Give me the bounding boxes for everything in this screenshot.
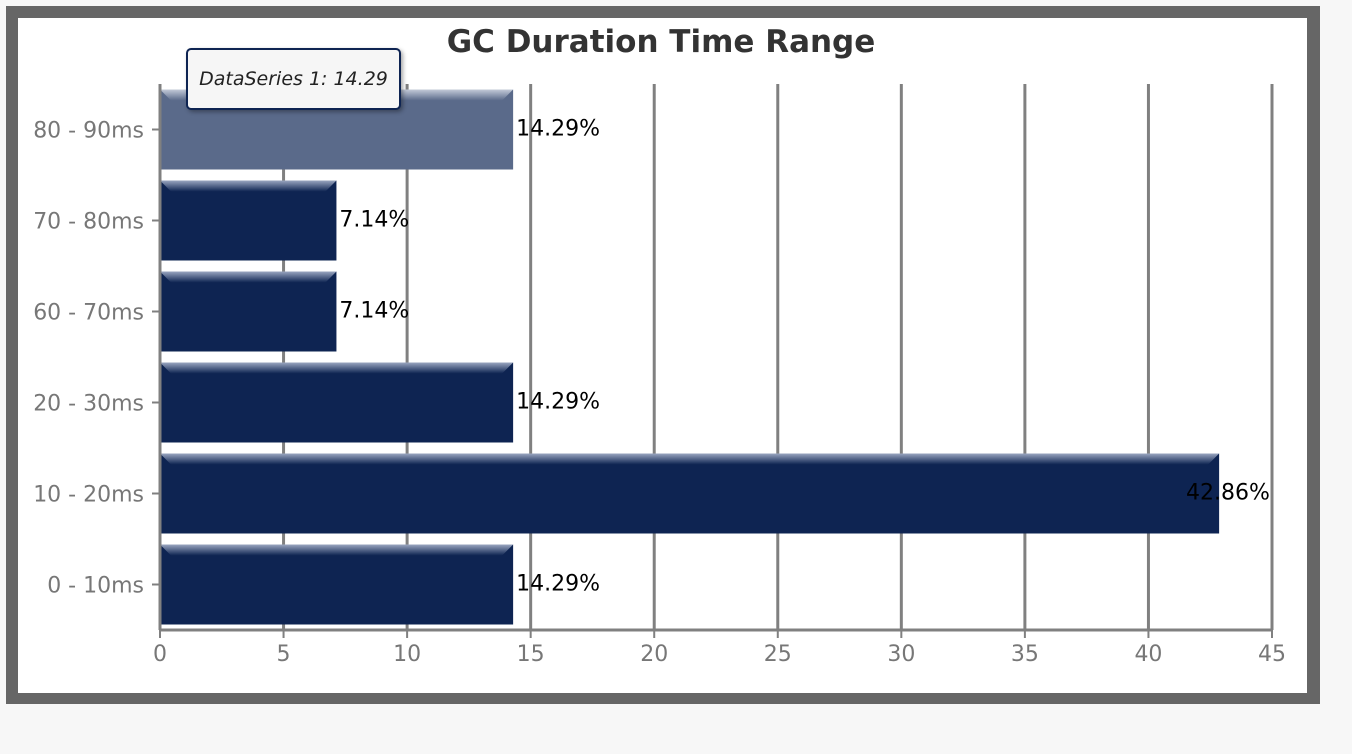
- chart-title: GC Duration Time Range: [447, 24, 876, 60]
- bars: [160, 89, 1220, 625]
- bar-bevel: [160, 362, 514, 374]
- category-label: 0 - 10ms: [47, 574, 144, 599]
- bar[interactable]: [160, 453, 1220, 534]
- bar-bevel: [160, 271, 337, 283]
- category-label: 20 - 30ms: [33, 392, 144, 417]
- x-tick-label: 40: [1134, 642, 1162, 667]
- data-label: 7.14%: [339, 208, 409, 233]
- bar-bevel: [160, 453, 1220, 465]
- tooltip: DataSeries 1: 14.29: [186, 48, 401, 110]
- data-labels: 14.29% 7.14% 7.14% 14.29% 42.86% 14.29%: [339, 117, 1269, 597]
- bar-bevel: [160, 544, 514, 556]
- x-tick-label: 10: [393, 642, 421, 667]
- x-tick-labels: 0 5 10 15 20 25 30 35 40 45: [153, 642, 1286, 667]
- axes: [152, 84, 1273, 638]
- category-label: 80 - 90ms: [33, 119, 144, 144]
- x-tick-label: 20: [640, 642, 668, 667]
- data-label: 14.29%: [516, 572, 600, 597]
- x-tick-label: 25: [764, 642, 792, 667]
- category-labels: 80 - 90ms 70 - 80ms 60 - 70ms 20 - 30ms 10 -…: [33, 119, 144, 599]
- x-tick-label: 45: [1258, 642, 1286, 667]
- grid-lines: [282, 84, 1274, 630]
- category-label: 60 - 70ms: [33, 301, 144, 326]
- x-tick-label: 5: [277, 642, 291, 667]
- bar[interactable]: [160, 180, 337, 261]
- x-tick-label: 15: [517, 642, 545, 667]
- category-label: 10 - 20ms: [33, 483, 144, 508]
- bar-bevel: [160, 180, 337, 192]
- x-tick-label: 30: [887, 642, 915, 667]
- data-label: 14.29%: [516, 390, 600, 415]
- bar[interactable]: [160, 271, 337, 352]
- bar[interactable]: [160, 544, 514, 625]
- category-label: 70 - 80ms: [33, 210, 144, 235]
- data-label: 42.86%: [1186, 481, 1270, 506]
- x-tick-label: 0: [153, 642, 167, 667]
- data-label: 14.29%: [516, 117, 600, 142]
- x-tick-label: 35: [1011, 642, 1039, 667]
- data-label: 7.14%: [339, 299, 409, 324]
- bar[interactable]: [160, 362, 514, 443]
